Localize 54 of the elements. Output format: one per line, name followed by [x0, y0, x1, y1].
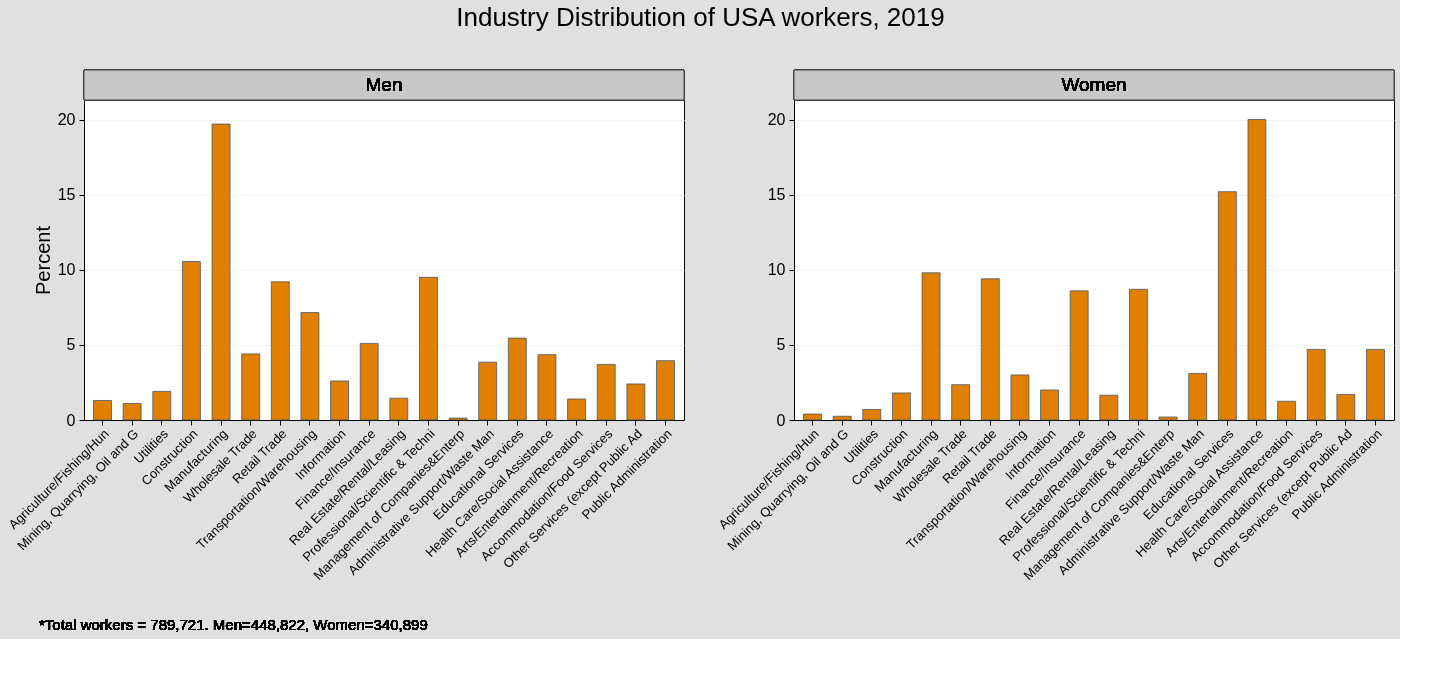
bar: [300, 312, 320, 421]
bar: [330, 380, 349, 421]
bar: [1188, 373, 1208, 421]
bar: [1336, 394, 1356, 421]
y-tick-label: 10: [767, 261, 786, 279]
bar: [93, 400, 112, 421]
y-tick-label: 0: [776, 411, 786, 429]
bar: [122, 403, 142, 421]
chart-subtitle: Women: [1061, 74, 1127, 95]
chart-subtitle: Men: [365, 74, 403, 95]
chart-title: Industry Distribution of USA workers, 2019: [456, 2, 945, 32]
bar: [507, 337, 527, 421]
bar: [182, 261, 201, 421]
bar: [1129, 288, 1148, 421]
bar: [1306, 349, 1326, 421]
bar: [921, 272, 941, 421]
bar: [862, 409, 882, 421]
y-tick-label: 10: [57, 261, 76, 279]
bar: [241, 353, 261, 421]
bar: [1247, 119, 1267, 421]
bar: [211, 123, 231, 421]
bar: [270, 281, 290, 421]
bar: [1366, 349, 1385, 421]
bar: [1158, 416, 1178, 421]
y-tick-label: 0: [66, 411, 76, 429]
bar: [419, 276, 438, 421]
bar: [567, 398, 586, 421]
bar: [152, 391, 172, 421]
bar: [359, 343, 379, 421]
bar: [626, 383, 646, 421]
bar: [656, 360, 675, 421]
bar: [478, 361, 498, 421]
bar: [892, 392, 911, 421]
bar: [832, 415, 852, 421]
y-tick-label: 20: [767, 111, 786, 129]
y-tick-label: 15: [57, 186, 76, 204]
bar: [1069, 290, 1089, 421]
y-tick-label: 5: [66, 336, 76, 354]
bar: [389, 397, 409, 421]
bar: [1040, 389, 1059, 421]
bar: [596, 364, 616, 421]
bar: [951, 384, 971, 421]
y-tick-label: 5: [776, 336, 786, 354]
bar: [803, 413, 822, 421]
y-axis-title: Percent: [31, 225, 54, 295]
y-tick-label: 20: [57, 111, 76, 129]
y-tick-label: 15: [767, 186, 786, 204]
bar: [980, 278, 1000, 421]
bar: [1217, 191, 1237, 421]
bar: [1099, 394, 1119, 421]
text: *Total workers = 789,721. Men=448,822, Women=340,899: [39, 616, 428, 633]
bar: [537, 354, 557, 421]
bar: [1277, 400, 1296, 421]
bar: [1010, 374, 1030, 421]
